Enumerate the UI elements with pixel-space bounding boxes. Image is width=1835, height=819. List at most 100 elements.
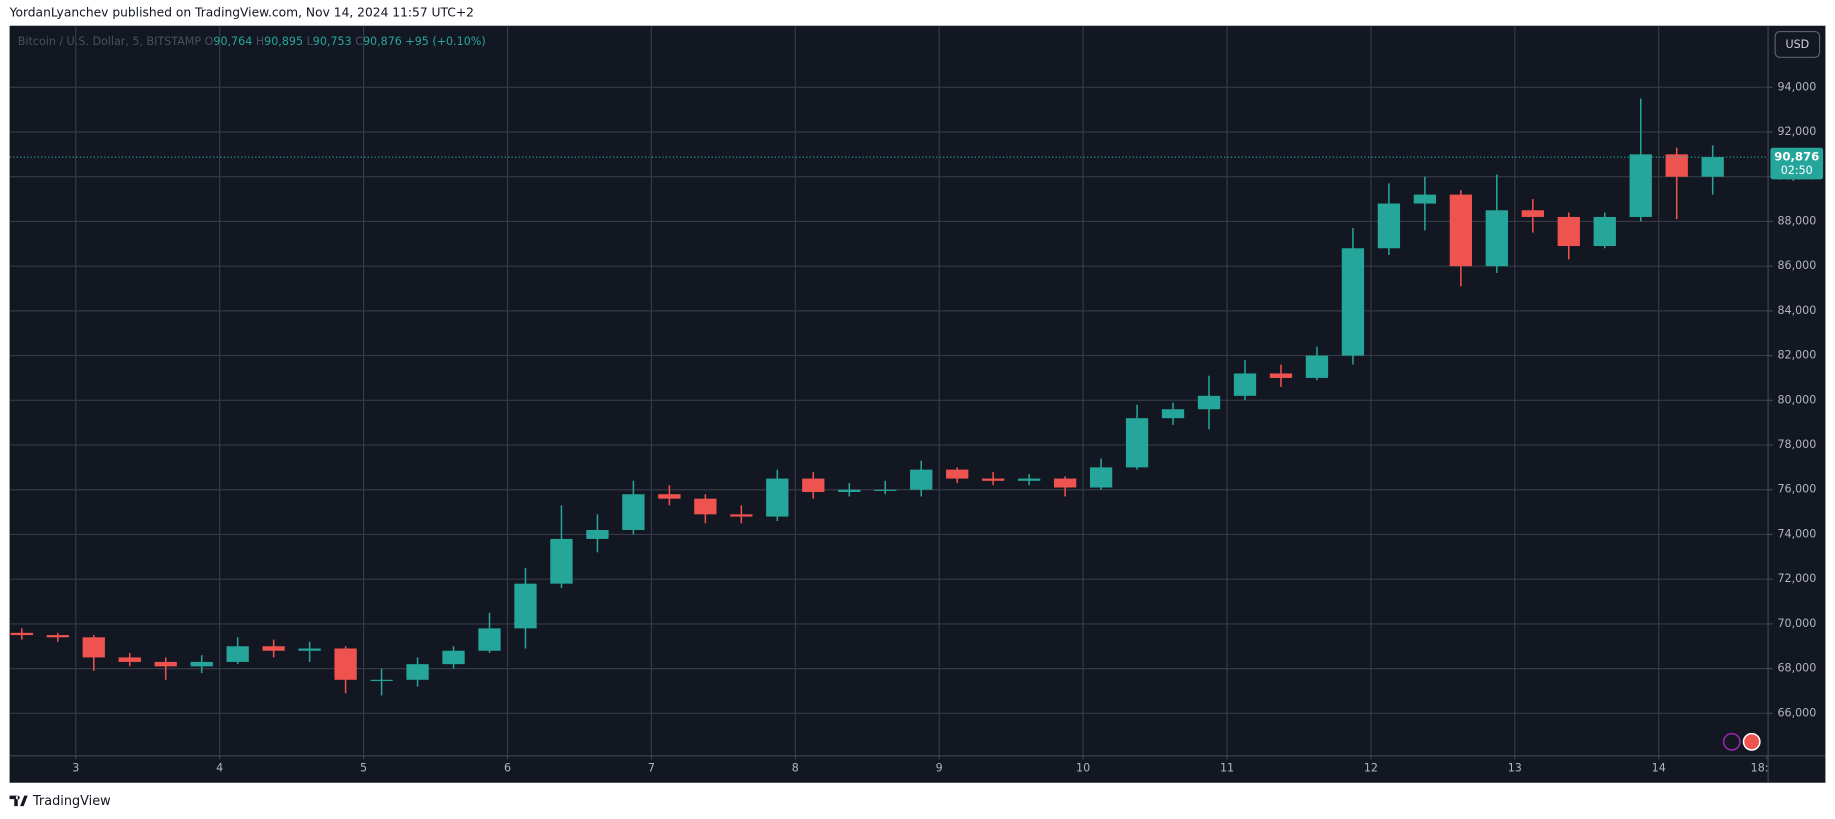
candle-body: [1485, 210, 1508, 267]
candle-body: [1233, 373, 1257, 396]
candle-body: [1269, 373, 1293, 378]
candle-body: [946, 469, 969, 479]
candle-body: [1161, 409, 1185, 419]
x-tick-label: 6: [504, 762, 511, 775]
candle-body: [1665, 154, 1688, 177]
x-tick-label: 7: [648, 762, 655, 775]
brand: TradingView: [32, 794, 111, 809]
candle-body: [226, 646, 249, 662]
candle-body: [1125, 418, 1149, 468]
candle-body: [82, 637, 105, 658]
ohlc-key: O: [205, 35, 214, 48]
candle-body: [442, 650, 465, 665]
published-line: YordanLyanchev published on TradingView.…: [9, 5, 474, 19]
ohlc-value: 90,753: [313, 35, 352, 48]
logo-mark: [9, 795, 28, 807]
x-tick-label: 8: [792, 762, 799, 775]
x-tick-label: 18:: [1751, 762, 1769, 775]
candle-body: [1449, 194, 1473, 267]
candle-body: [1593, 216, 1616, 247]
y-tick-label: 82,000: [1777, 349, 1816, 362]
candles: [10, 98, 1724, 696]
candle-body: [514, 583, 537, 629]
grid: [9, 25, 1769, 756]
y-tick-label: 86,000: [1777, 259, 1816, 272]
candle-body: [1521, 210, 1544, 217]
y-tick-label: 74,000: [1777, 527, 1816, 540]
candle-body: [10, 632, 33, 636]
candle-body: [730, 514, 753, 517]
candle-body: [1089, 467, 1113, 488]
candle-body: [1197, 395, 1221, 410]
y-tick-label: 70,000: [1777, 617, 1816, 630]
x-tick-label: 10: [1076, 762, 1090, 775]
candle-body: [334, 648, 357, 680]
candle-body: [1629, 154, 1652, 217]
y-tick-label: 92,000: [1777, 125, 1816, 138]
y-tick-label: 88,000: [1777, 214, 1816, 227]
y-tick-label: 72,000: [1777, 572, 1816, 585]
candle-body: [190, 661, 213, 667]
ohlc-key: C: [355, 35, 363, 48]
candle-body: [1557, 216, 1580, 247]
candle-body: [1377, 203, 1401, 249]
ohlc-value: 90,764: [213, 35, 252, 48]
candle-body: [262, 646, 285, 651]
x-tick-label: 4: [216, 762, 223, 775]
candle-body: [1305, 355, 1329, 378]
ohlc-value: 90,876: [363, 35, 402, 48]
y-tick-label: 94,000: [1777, 80, 1816, 93]
ohlc-key: L: [307, 35, 314, 48]
y-tick-label: 66,000: [1777, 706, 1816, 719]
candle-body: [766, 478, 789, 517]
candle-body: [1701, 157, 1724, 177]
x-tick-label: 13: [1508, 762, 1522, 775]
event-icon[interactable]: [1742, 732, 1761, 751]
y-tick-label: 80,000: [1777, 393, 1816, 406]
candle-body: [694, 498, 717, 515]
candle-body: [802, 478, 825, 492]
candle-body: [658, 494, 681, 499]
candle-body: [1017, 478, 1041, 481]
candle-body: [586, 529, 609, 539]
last-price-box: [1770, 147, 1824, 180]
y-tick-label: 76,000: [1777, 483, 1816, 496]
candle-body: [874, 489, 897, 491]
candle-body: [154, 661, 177, 667]
change: +95 (+0.10%): [405, 35, 485, 48]
candle-body: [118, 657, 141, 662]
event-icon[interactable]: [1722, 732, 1741, 751]
countdown: 02:50: [1781, 164, 1813, 177]
brand-logo: [9, 795, 28, 807]
candle-body: [478, 628, 501, 651]
currency-button[interactable]: [1774, 31, 1821, 58]
candle-body: [838, 489, 861, 492]
candle-body: [298, 648, 321, 651]
x-tick-label: 14: [1652, 762, 1666, 775]
x-tick-label: 11: [1220, 762, 1234, 775]
x-tick-label: 9: [936, 762, 943, 775]
symbol: Bitcoin / U.S. Dollar, 5, BITSTAMP: [18, 35, 202, 48]
candle-body: [406, 664, 429, 680]
ohlc-key: H: [256, 35, 264, 48]
candle-body: [910, 469, 933, 490]
y-tick-label: 68,000: [1777, 662, 1816, 675]
candle-body: [1341, 248, 1365, 356]
x-tick-label: 3: [72, 762, 79, 775]
candle-body: [46, 635, 69, 638]
legend: Bitcoin / U.S. Dollar, 5, BITSTAMP O90,7…: [18, 35, 486, 48]
candle-body: [1413, 194, 1437, 204]
candle-body: [982, 478, 1005, 481]
candle-body: [550, 538, 573, 584]
ohlc-value: 90,895: [264, 35, 303, 48]
last-price-label: 90,876: [1774, 150, 1819, 164]
candle-body: [622, 494, 645, 530]
y-tick-label: 84,000: [1777, 304, 1816, 317]
candle-body: [1053, 478, 1077, 488]
currency-label[interactable]: USD: [1785, 38, 1809, 51]
chart-background: [9, 25, 1826, 783]
candle-body: [370, 679, 393, 681]
y-tick-label: 78,000: [1777, 438, 1816, 451]
x-tick-label: 5: [360, 762, 367, 775]
